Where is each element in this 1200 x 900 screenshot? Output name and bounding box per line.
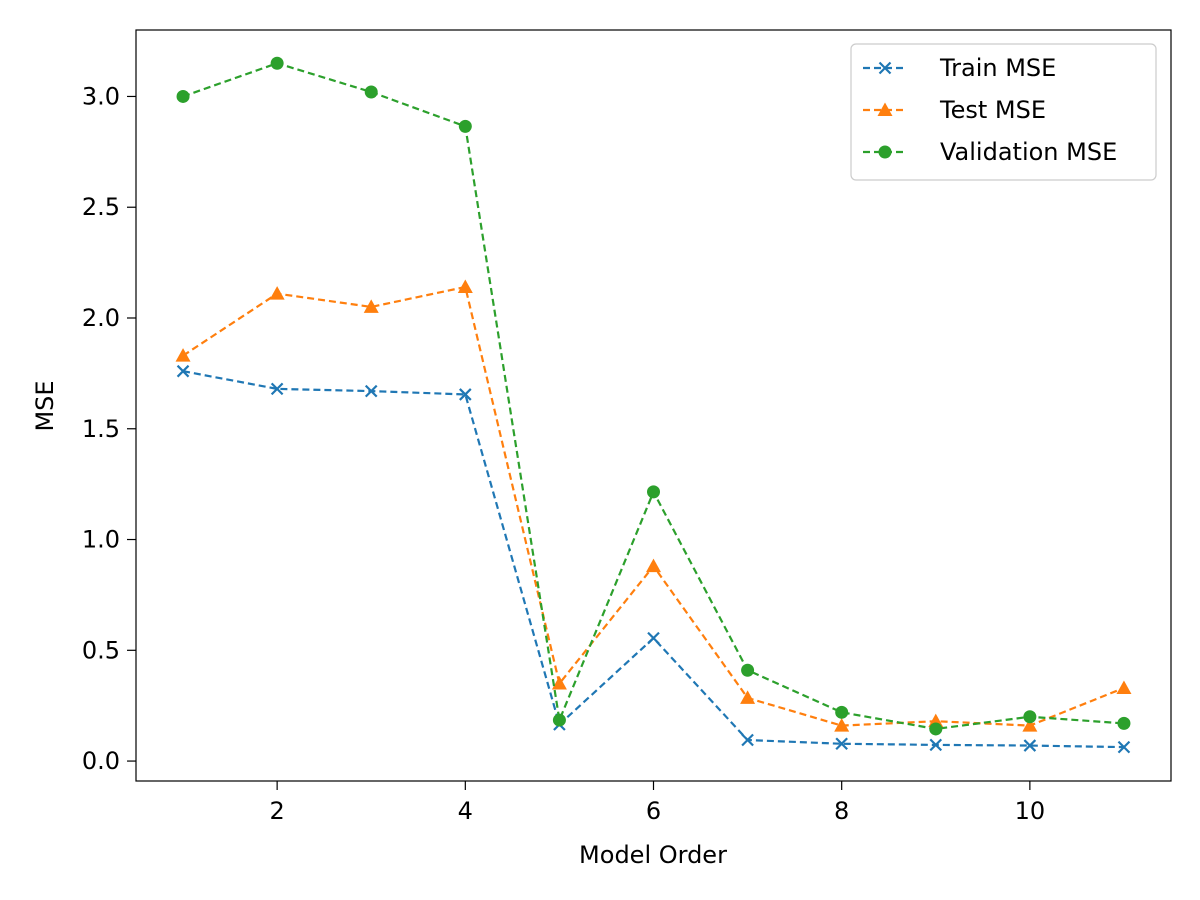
- legend-swatch-marker: [878, 145, 892, 159]
- data-point-train-mse: [270, 382, 284, 396]
- x-tick-label: 10: [1015, 797, 1046, 825]
- y-tick-label: 2.5: [82, 193, 120, 221]
- y-tick-label: 0.5: [82, 636, 120, 664]
- data-point-validation-mse: [458, 119, 472, 133]
- legend-label: Test MSE: [939, 96, 1046, 124]
- legend-label: Validation MSE: [940, 138, 1117, 166]
- data-point-test-mse: [646, 558, 661, 573]
- y-axis-label: MSE: [31, 380, 59, 431]
- legend-box: [850, 43, 1157, 181]
- data-point-validation-mse: [552, 713, 566, 727]
- data-point-train-mse: [929, 738, 943, 752]
- y-tick-label: 0.0: [82, 747, 120, 775]
- series-layer: [175, 56, 1132, 754]
- data-point-validation-mse: [270, 56, 284, 70]
- legend-item-validation-mse: Validation MSE: [863, 138, 1117, 166]
- legend-label: Train MSE: [939, 54, 1056, 82]
- data-point-test-mse: [363, 299, 379, 313]
- data-point-train-mse: [459, 388, 472, 401]
- data-point-test-mse: [1116, 680, 1132, 694]
- legend-swatch-marker: [877, 102, 893, 116]
- data-point-train-mse: [741, 733, 754, 747]
- legend-swatch-marker: [878, 61, 892, 75]
- data-point-validation-mse: [647, 485, 660, 499]
- data-point-train-mse: [835, 737, 848, 751]
- data-point-validation-mse: [929, 722, 943, 736]
- data-point-train-mse: [176, 364, 190, 378]
- x-tick-label: 6: [646, 797, 661, 825]
- x-tick-label: 8: [834, 797, 849, 825]
- y-tick-label: 2.0: [82, 304, 120, 332]
- data-point-validation-mse: [1023, 710, 1037, 724]
- legend: Train MSE Test MSE Validation MSE: [850, 43, 1157, 181]
- y-tick-label: 3.0: [82, 82, 120, 110]
- x-axis-label: Model Order: [579, 841, 727, 869]
- y-tick-label: 1.5: [82, 415, 120, 443]
- data-point-train-mse: [364, 384, 378, 398]
- data-point-validation-mse: [364, 85, 378, 99]
- plot-frame: [135, 29, 1172, 782]
- data-point-validation-mse: [835, 705, 849, 719]
- data-point-test-mse: [175, 348, 191, 362]
- data-point-train-mse: [1117, 740, 1131, 754]
- x-tick-label: 4: [458, 797, 473, 825]
- data-point-test-mse: [551, 676, 567, 690]
- data-point-test-mse: [740, 690, 756, 704]
- series-validation-mse: [176, 56, 1131, 736]
- data-point-test-mse: [834, 718, 850, 732]
- data-point-validation-mse: [176, 89, 190, 103]
- data-point-train-mse: [647, 631, 660, 645]
- data-point-test-mse: [457, 279, 473, 293]
- y-tick-label: 1.0: [82, 526, 120, 554]
- data-point-train-mse: [1023, 739, 1037, 752]
- data-point-test-mse: [269, 286, 285, 300]
- legend-item-test-mse: Test MSE: [863, 96, 1046, 124]
- data-point-test-mse: [1022, 718, 1038, 732]
- legend-item-train-mse: Train MSE: [863, 54, 1056, 82]
- axis-ticks: 2 4 6 8 10 0.0 0.5 1.0 1.5 2.0 2.5 3.0: [82, 82, 1045, 825]
- data-point-validation-mse: [1117, 716, 1131, 730]
- x-tick-label: 2: [269, 797, 284, 825]
- series-test-mse: [175, 279, 1132, 732]
- data-point-validation-mse: [741, 663, 755, 677]
